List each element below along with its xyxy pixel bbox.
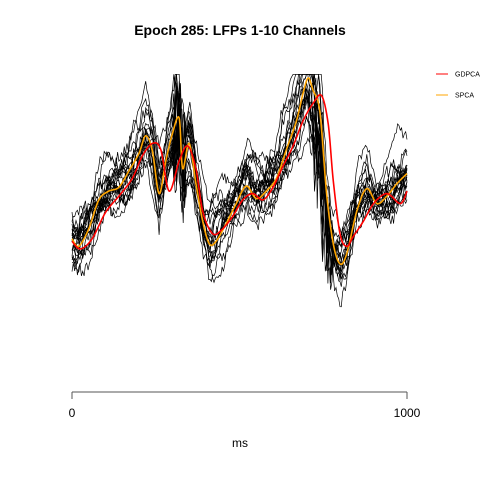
chart-title: Epoch 285: LFPs 1-10 Channels bbox=[134, 22, 346, 38]
background-traces bbox=[71, 73, 408, 308]
channel-trace bbox=[71, 73, 408, 281]
channel-trace bbox=[71, 88, 408, 267]
series-line-gdpca bbox=[71, 93, 408, 250]
channel-trace bbox=[71, 73, 408, 280]
legend: GDPCA SPCA bbox=[436, 72, 480, 100]
series-line-spca bbox=[71, 77, 408, 266]
legend-label-gdpca: GDPCA bbox=[455, 72, 480, 79]
x-axis-label: ms bbox=[232, 436, 248, 450]
channel-trace bbox=[71, 96, 408, 261]
legend-label-spca: SPCA bbox=[455, 93, 474, 100]
channel-trace bbox=[71, 81, 408, 274]
series-lines bbox=[71, 77, 408, 266]
channel-trace bbox=[71, 73, 408, 271]
x-tick-label: 1000 bbox=[394, 406, 421, 420]
x-axis: 0 1000 bbox=[69, 391, 421, 420]
x-tick-label: 0 bbox=[69, 406, 76, 420]
